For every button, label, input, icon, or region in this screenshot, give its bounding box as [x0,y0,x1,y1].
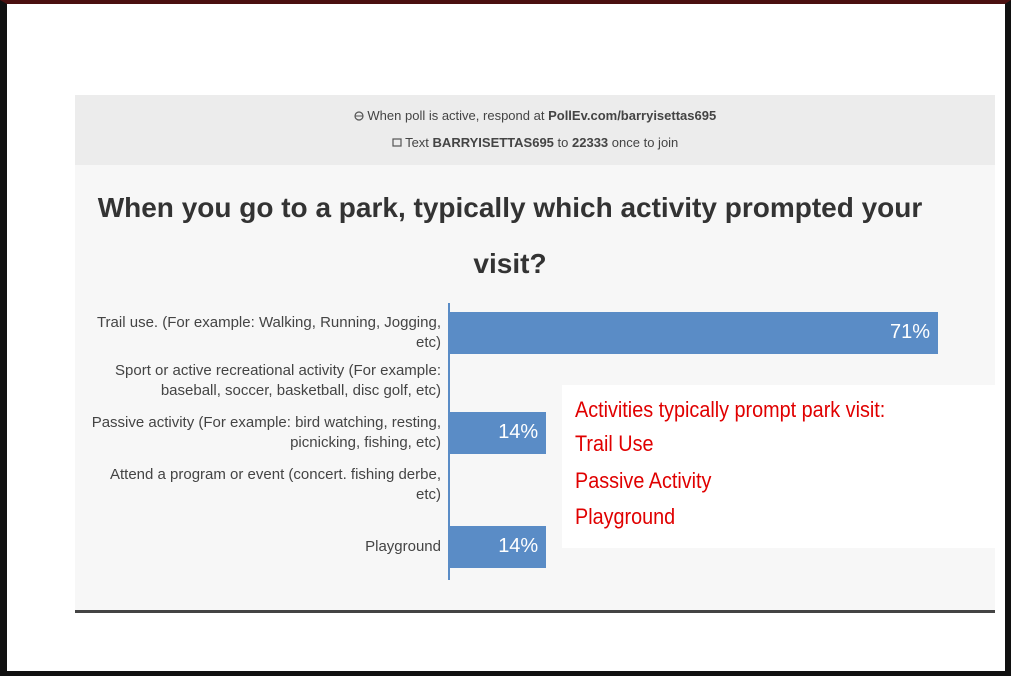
poll-header [75,95,995,165]
annotation-line: Activities typically prompt park visit: [575,397,886,422]
category-label: Trail use. (For example: Walking, Runnin… [96,314,441,351]
axis-line [448,303,450,580]
text-line: Text BARRYISETTAS695 to 22333 once to jo… [75,135,995,150]
annotation-line: Playground [575,504,676,529]
category-label: Playground [365,538,441,555]
category-label: Passive activity (For example: bird watc… [91,414,441,451]
text-to: to [557,135,569,150]
respond-url: PollEv.com/barryisettas695 [548,108,717,123]
text-suffix: once to join [611,135,679,150]
chart-title: When you go to a park, typically which a… [97,192,923,279]
bar: 14% [450,526,547,568]
annotation-box [562,385,1000,548]
annotation-line: Trail Use [575,431,654,456]
bar: 14% [450,412,547,454]
respond-text: When poll is active, respond at [367,108,545,123]
bar: 71% [450,312,938,354]
message-icon [392,138,402,147]
text-prefix: Text [405,135,429,150]
value-label: 71% [889,321,930,343]
respond-line: When poll is active, respond at PollEv.c… [75,108,995,123]
category-label: Attend a program or event (concert. fish… [109,466,441,503]
globe-icon [354,111,364,121]
value-label: 14% [498,535,539,557]
annotation-line: Passive Activity [575,468,712,493]
text-number: 22333 [572,135,609,150]
category-label: Sport or active recreational activity (F… [115,362,441,399]
text-code: BARRYISETTAS695 [432,135,554,150]
value-label: 14% [498,421,539,443]
